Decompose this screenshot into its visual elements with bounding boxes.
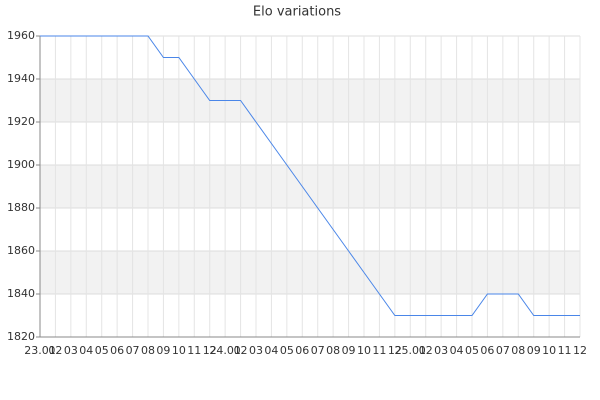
x-tick-label: 05 xyxy=(95,344,109,357)
x-tick-label: 12 xyxy=(388,344,402,357)
y-tick-label: 1940 xyxy=(7,72,35,85)
x-tick-label: 11 xyxy=(187,344,201,357)
x-tick-label: 08 xyxy=(326,344,340,357)
x-tick-label: 03 xyxy=(64,344,78,357)
x-tick-label: 04 xyxy=(79,344,93,357)
x-tick-label: 02 xyxy=(234,344,248,357)
x-tick-label: 25.01 xyxy=(395,344,427,357)
y-tick-label: 1860 xyxy=(7,244,35,257)
chart-title: Elo variations xyxy=(253,5,341,20)
x-tick-label: 02 xyxy=(419,344,433,357)
x-tick-label: 03 xyxy=(249,344,263,357)
x-tick-label: 11 xyxy=(558,344,572,357)
x-tick-label: 12 xyxy=(203,344,217,357)
x-tick-label: 08 xyxy=(511,344,525,357)
x-tick-label: 10 xyxy=(542,344,556,357)
x-tick-label: 04 xyxy=(264,344,278,357)
x-tick-label: 05 xyxy=(465,344,479,357)
y-tick-label: 1900 xyxy=(7,158,35,171)
x-tick-label: 05 xyxy=(280,344,294,357)
y-tick-label: 1960 xyxy=(7,29,35,42)
grid-band xyxy=(40,165,580,208)
x-tick-label: 09 xyxy=(527,344,541,357)
x-tick-label: 02 xyxy=(48,344,62,357)
x-tick-label: 03 xyxy=(434,344,448,357)
x-tick-label: 07 xyxy=(311,344,325,357)
x-tick-label: 04 xyxy=(450,344,464,357)
x-tick-label: 09 xyxy=(156,344,170,357)
grid-band xyxy=(40,251,580,294)
x-tick-label: 11 xyxy=(372,344,386,357)
data-line xyxy=(40,35,580,316)
grid-band xyxy=(40,79,580,122)
x-tick-label: 06 xyxy=(295,344,309,357)
x-tick-label: 07 xyxy=(126,344,140,357)
y-tick-label: 1920 xyxy=(7,115,35,128)
x-tick-label: 06 xyxy=(110,344,124,357)
x-tick-label: 24.01 xyxy=(209,344,241,357)
y-tick-label: 1840 xyxy=(7,287,35,300)
x-tick-label: 10 xyxy=(172,344,186,357)
y-tick-label: 1820 xyxy=(7,330,35,343)
x-tick-label: 08 xyxy=(141,344,155,357)
x-tick-label: 12 xyxy=(573,344,587,357)
x-tick-label: 07 xyxy=(496,344,510,357)
x-tick-label: 23.01 xyxy=(24,344,56,357)
y-tick-label: 1880 xyxy=(7,201,35,214)
x-tick-label: 09 xyxy=(342,344,356,357)
x-tick-label: 10 xyxy=(357,344,371,357)
x-tick-label: 06 xyxy=(480,344,494,357)
